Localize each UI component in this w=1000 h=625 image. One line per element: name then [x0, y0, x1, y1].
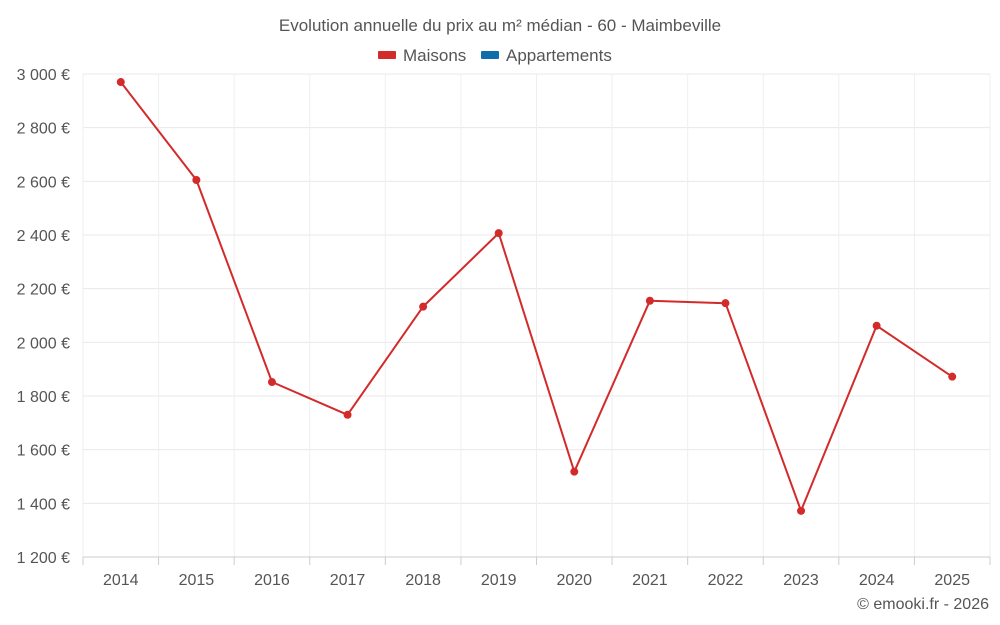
- data-point[interactable]: [645, 296, 654, 305]
- y-tick-label: 2 200 €: [17, 282, 70, 299]
- legend-label-appartements: Appartements: [506, 46, 612, 65]
- series-maisons: [116, 78, 957, 515]
- x-gridlines: [82, 74, 991, 557]
- x-tick-label: 2016: [254, 572, 290, 589]
- x-tick-label: 2024: [859, 572, 895, 589]
- data-point[interactable]: [721, 299, 730, 308]
- legend-swatch-appartements: [481, 51, 499, 59]
- data-point[interactable]: [116, 78, 125, 87]
- series-line-maisons: [120, 81, 953, 512]
- data-point[interactable]: [872, 321, 881, 330]
- y-tick-label: 3 000 €: [17, 67, 70, 84]
- x-tick-label: 2025: [934, 572, 970, 589]
- data-point[interactable]: [570, 467, 579, 476]
- legend-label-maisons: Maisons: [403, 46, 466, 65]
- data-point[interactable]: [419, 302, 428, 311]
- data-point[interactable]: [948, 372, 957, 381]
- y-tick-label: 2 800 €: [17, 121, 70, 138]
- y-tick-label: 1 800 €: [17, 389, 70, 406]
- legend-swatch-maisons: [378, 51, 396, 59]
- x-tick-labels: 2014 2015 2016 2017 2018 2019 2020 2021 2022 2023…: [103, 572, 970, 589]
- x-tick-label: 2019: [481, 572, 517, 589]
- data-point[interactable]: [192, 175, 201, 184]
- x-tick-label: 2015: [179, 572, 215, 589]
- y-tick-label: 2 000 €: [17, 335, 70, 352]
- data-point[interactable]: [343, 410, 352, 419]
- credit-text: © emooki.fr - 2026: [857, 596, 989, 613]
- chart-title: Evolution annuelle du prix au m² médian …: [279, 16, 721, 35]
- data-point[interactable]: [267, 378, 276, 387]
- x-tick-label: 2023: [783, 572, 819, 589]
- y-tick-label: 1 400 €: [17, 496, 70, 513]
- legend-item-appartements[interactable]: Appartements: [481, 46, 612, 65]
- legend-item-maisons[interactable]: Maisons: [378, 46, 466, 65]
- legend: Maisons Appartements: [378, 46, 612, 65]
- y-tick-label: 1 600 €: [17, 443, 70, 460]
- data-point[interactable]: [797, 506, 806, 515]
- x-tick-label: 2017: [330, 572, 366, 589]
- y-tick-label: 1 200 €: [17, 550, 70, 567]
- x-tick-label: 2021: [632, 572, 668, 589]
- x-axis: [82, 556, 991, 565]
- y-tick-label: 2 400 €: [17, 228, 70, 245]
- data-point[interactable]: [494, 229, 503, 238]
- y-tick-label: 2 600 €: [17, 174, 70, 191]
- x-tick-label: 2014: [103, 572, 139, 589]
- x-tick-label: 2022: [708, 572, 744, 589]
- x-tick-label: 2020: [556, 572, 592, 589]
- y-tick-labels: 1 200 € 1 400 € 1 600 € 1 800 € 2 000 € 2 200…: [17, 67, 70, 567]
- x-tick-label: 2018: [405, 572, 441, 589]
